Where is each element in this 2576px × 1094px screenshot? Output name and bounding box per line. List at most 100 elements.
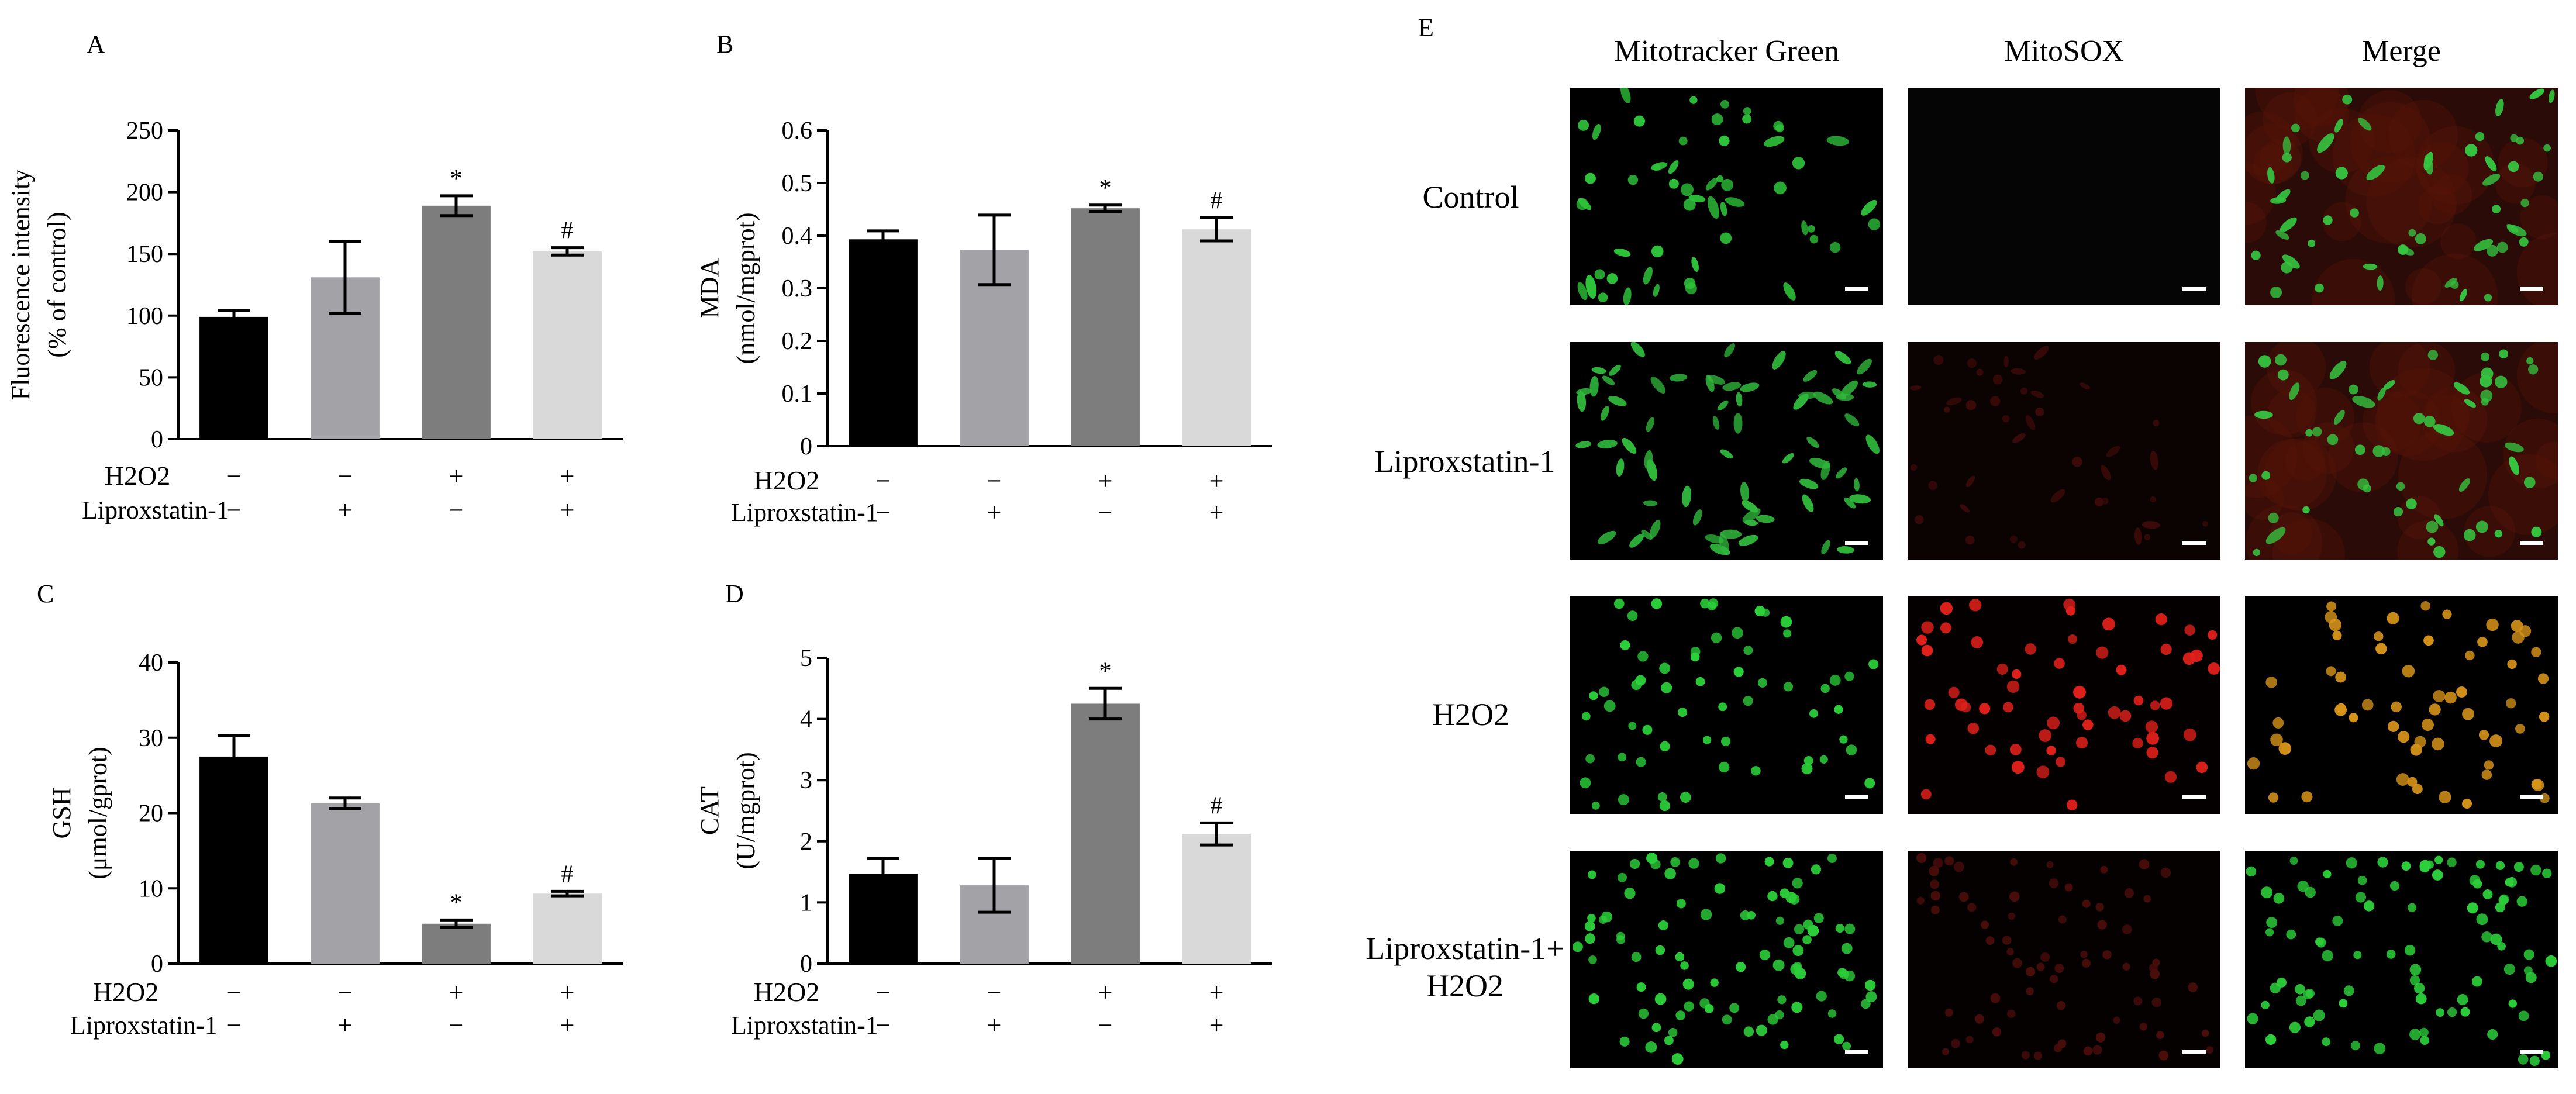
significance-label: # [561,861,574,888]
y-tick-label: 40 [139,650,163,677]
condition-h2o2-value: + [1098,467,1113,495]
condition-liproxstatin-value: + [560,496,575,524]
significance-label: * [450,165,463,192]
condition-label-liproxstatin: Liproxstatin-1 [731,498,878,527]
significance-label: * [450,889,463,916]
condition-label-liproxstatin: Liproxstatin-1 [70,1011,218,1040]
bar [1182,229,1251,446]
condition-h2o2-value: + [449,462,464,491]
y-tick-label: 0.4 [782,223,813,250]
y-tick-label: 100 [126,303,163,330]
condition-label-liproxstatin: Liproxstatin-1 [731,1011,878,1040]
condition-h2o2-value: + [449,978,464,1007]
bar [533,893,602,964]
y-axis-label: MDA [695,258,724,318]
y-tick-label: 0.2 [782,328,813,355]
condition-liproxstatin-value: − [876,1011,891,1040]
y-tick-label: 20 [139,800,163,827]
condition-liproxstatin-value: − [449,496,464,524]
bar [199,756,268,964]
y-axis-label: CAT [695,786,724,835]
condition-liproxstatin-value: − [1098,1011,1113,1040]
y-tick-label: 3 [800,767,812,794]
chart-b: B 0 0.1 0.2 0.3 0.4 0.5 0.6 MDA (nmol/mgprot) − − − +… [695,30,1272,527]
y-tick-label: 0 [800,951,812,978]
condition-label-h2o2: H2O2 [105,461,170,491]
significance-label: * [1099,175,1112,202]
significance-label: # [1211,187,1223,214]
condition-h2o2-value: + [560,462,575,491]
condition-liproxstatin-value: + [1209,1011,1224,1040]
significance-label: # [1211,792,1223,819]
condition-h2o2-value: − [227,978,242,1007]
bar [1182,834,1251,964]
chart-a: A 0 50 100 150 200 250 Fluorescence intensity (%… [6,30,623,524]
condition-h2o2-value: + [1098,978,1113,1007]
panel-letter: D [725,579,744,608]
condition-liproxstatin-value: − [227,496,242,524]
condition-liproxstatin-value: − [227,1011,242,1040]
bar [1071,703,1140,964]
condition-h2o2-value: − [338,978,353,1007]
y-tick-label: 0.6 [782,118,813,144]
panel-letter: B [716,30,733,58]
condition-label-h2o2: H2O2 [93,977,158,1007]
bar [311,803,380,964]
condition-h2o2-value: − [227,462,242,491]
condition-liproxstatin-value: − [1098,498,1113,527]
condition-liproxstatin-value: + [987,498,1002,527]
condition-h2o2-value: + [1209,467,1224,495]
significance-label: * [1099,658,1112,685]
bar [849,239,918,446]
y-tick-label: 250 [126,118,163,144]
y-axis-label: GSH [47,787,76,838]
y-axis-label: (μmol/gprot) [84,747,112,879]
condition-h2o2-value: − [876,467,891,495]
panel-letter: A [87,30,105,58]
condition-liproxstatin-value: + [560,1011,575,1040]
condition-label-h2o2: H2O2 [754,977,819,1007]
y-tick-label: 0.5 [782,170,813,197]
y-tick-label: 2 [800,829,812,855]
bar [199,316,268,439]
y-tick-label: 0.3 [782,275,813,302]
bar [422,205,491,439]
condition-h2o2-value: − [876,978,891,1007]
chart-d: D 0 1 2 3 4 5 CAT (U/mgprot) − − − + * + − # + + H2O2 Liprox… [695,579,1272,1040]
y-tick-label: 200 [126,180,163,206]
y-tick-label: 10 [139,875,163,902]
bar [1071,208,1140,446]
condition-h2o2-value: − [987,978,1002,1007]
y-tick-label: 30 [139,725,163,752]
bar [422,923,491,964]
y-axis-label: (nmol/mgprot) [732,212,760,364]
y-axis-label: (% of control) [43,212,71,357]
condition-liproxstatin-value: + [987,1011,1002,1040]
chart-c: C 0 10 20 30 40 GSH (μmol/gprot) − − − + * + − # + + H2O2 L… [37,579,623,1040]
condition-h2o2-value: + [560,978,575,1007]
y-tick-label: 150 [126,241,163,268]
condition-label-liproxstatin: Liproxstatin-1 [82,496,229,524]
bar [533,251,602,439]
y-tick-label: 5 [800,645,812,672]
condition-liproxstatin-value: − [449,1011,464,1040]
y-axis-label: Fluorescence intensity [6,170,35,401]
y-tick-label: 0 [800,433,812,460]
condition-h2o2-value: − [987,467,1002,495]
y-tick-label: 50 [139,364,163,391]
condition-h2o2-value: + [1209,978,1224,1007]
condition-liproxstatin-value: + [338,496,353,524]
y-tick-label: 4 [800,706,812,733]
y-tick-label: 1 [800,889,812,916]
condition-liproxstatin-value: − [876,498,891,527]
condition-label-h2o2: H2O2 [754,465,819,495]
condition-h2o2-value: − [338,462,353,491]
y-tick-label: 0 [151,951,163,978]
condition-liproxstatin-value: + [1209,498,1224,527]
condition-liproxstatin-value: + [338,1011,353,1040]
y-tick-label: 0 [151,426,163,453]
y-tick-label: 0.1 [782,381,813,408]
y-axis-label: (U/mgprot) [732,752,760,869]
significance-label: # [561,218,574,244]
